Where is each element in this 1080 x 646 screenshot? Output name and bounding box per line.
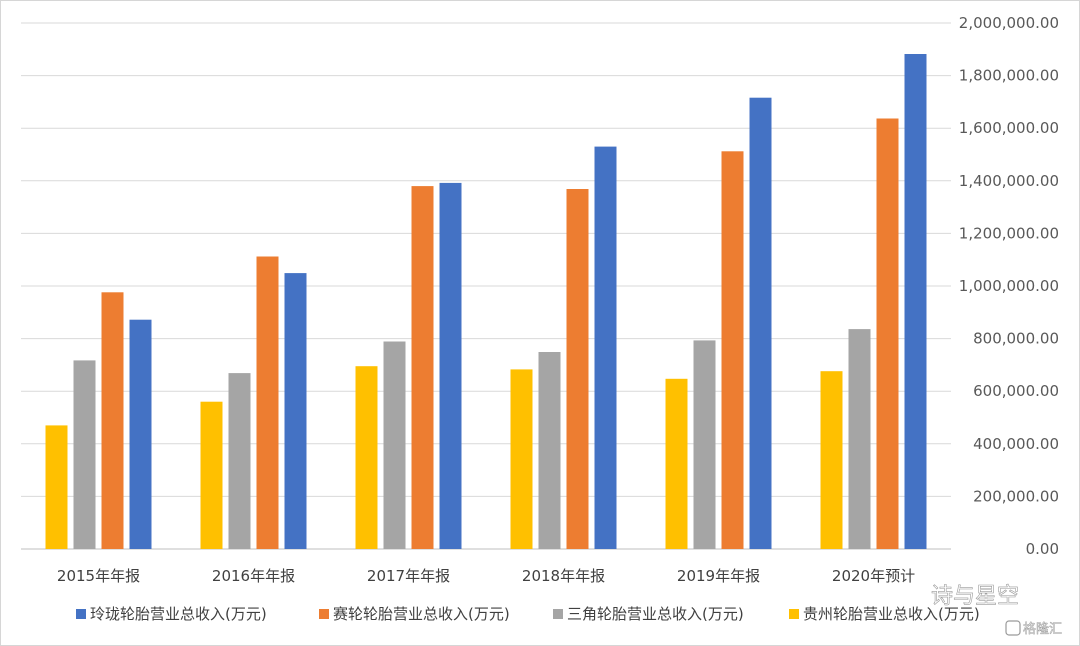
y-tick-label: 2,000,000.00 (959, 14, 1059, 32)
bar (510, 369, 533, 549)
bar (693, 340, 716, 549)
x-category-label: 2019年年报 (677, 567, 760, 585)
bar (820, 371, 843, 549)
bar (904, 54, 927, 549)
watermark-text: 诗与星空 (931, 584, 1019, 609)
legend-swatch (789, 609, 799, 619)
x-category-label: 2016年年报 (212, 567, 295, 585)
y-tick-label: 800,000.00 (973, 330, 1059, 348)
bar (383, 341, 406, 549)
y-tick-label: 600,000.00 (973, 382, 1059, 400)
bar (538, 352, 561, 549)
watermark-logo-icon (1005, 620, 1021, 636)
bar (721, 151, 744, 550)
bar (665, 378, 688, 549)
legend-label: 赛轮轮胎营业总收入(万元) (333, 605, 510, 623)
x-category-label: 2017年年报 (367, 567, 450, 585)
x-category-label: 2015年年报 (57, 567, 140, 585)
legend-swatch (553, 609, 563, 619)
bar (200, 401, 223, 549)
bar (566, 189, 589, 549)
legend-label: 贵州轮胎营业总收入(万元) (803, 605, 980, 623)
legend-swatch (76, 609, 86, 619)
bar (45, 425, 68, 549)
y-tick-label: 1,800,000.00 (959, 67, 1059, 85)
x-category-label: 2020年预计 (832, 567, 915, 585)
bar (129, 319, 152, 549)
legend-label: 三角轮胎营业总收入(万元) (567, 605, 744, 623)
watermark-secondary-text: 格隆汇 (1023, 621, 1062, 637)
legend-swatch (319, 609, 329, 619)
y-tick-label: 1,400,000.00 (959, 172, 1059, 190)
y-tick-label: 400,000.00 (973, 435, 1059, 453)
legend-label: 玲珑轮胎营业总收入(万元) (90, 605, 267, 623)
x-category-label: 2018年年报 (522, 567, 605, 585)
bar (439, 182, 462, 549)
y-tick-label: 1,200,000.00 (959, 224, 1059, 242)
y-tick-label: 1,600,000.00 (959, 119, 1059, 137)
bar (411, 186, 434, 549)
y-tick-label: 0.00 (1026, 540, 1059, 558)
bar (284, 273, 307, 549)
bar (73, 360, 96, 549)
bar (848, 329, 871, 549)
bar (228, 373, 251, 549)
bar (355, 366, 378, 549)
bar (876, 118, 899, 549)
bar (101, 292, 124, 549)
bar (749, 97, 772, 549)
bar (594, 146, 617, 549)
bar (256, 256, 279, 549)
y-tick-label: 200,000.00 (973, 487, 1059, 505)
y-tick-label: 1,000,000.00 (959, 277, 1059, 295)
